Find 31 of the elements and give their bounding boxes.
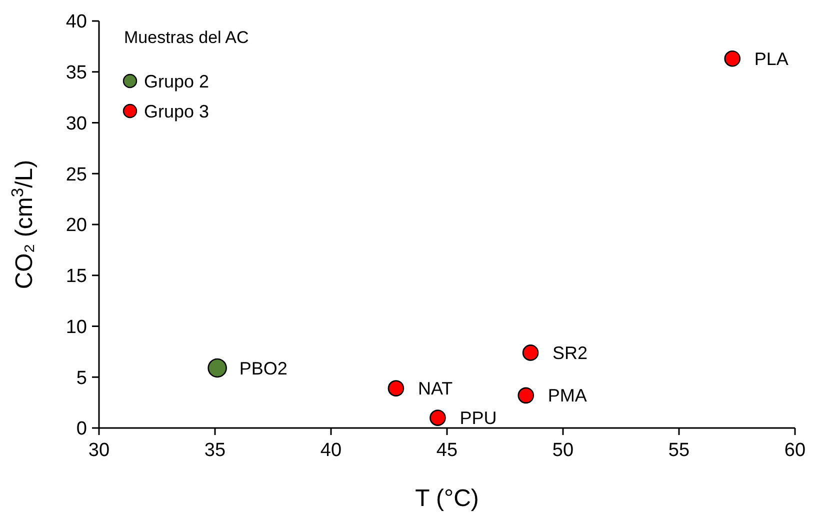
y-tick-label: 0 — [76, 418, 87, 440]
y-tick-label: 35 — [66, 62, 87, 84]
annotation: SR2 — [552, 343, 588, 364]
y-tick-label: 10 — [66, 316, 87, 338]
x-tick-label: 40 — [320, 440, 342, 461]
annotation: NAT — [418, 378, 453, 399]
point — [430, 410, 446, 426]
annotation: PLA — [754, 48, 788, 69]
y-tick-label: 5 — [76, 368, 87, 389]
legend-label: Grupo 3 — [144, 101, 210, 122]
annotation: PPU — [460, 408, 497, 428]
y-tick-label: 25 — [66, 164, 87, 186]
point — [388, 380, 404, 396]
x-tick-label: 50 — [552, 440, 574, 461]
annotation: PBO2 — [239, 358, 288, 378]
legend-title: Muestras del AC — [124, 28, 249, 47]
x-axis-title: T (°C) — [415, 485, 479, 512]
x-tick-label: 45 — [436, 440, 458, 461]
legend-label: Grupo 2 — [144, 71, 210, 92]
y-tick-label: 30 — [66, 113, 87, 134]
annotation: PMA — [548, 386, 587, 406]
x-tick-label: 60 — [784, 440, 806, 461]
point — [724, 50, 741, 67]
point — [522, 344, 539, 361]
y-tick-label: 40 — [66, 12, 87, 33]
x-tick-label: 55 — [668, 440, 690, 461]
y-tick-label: 20 — [66, 215, 87, 236]
y-tick-label: 15 — [66, 266, 87, 288]
x-tick-label: 35 — [204, 440, 226, 461]
point — [518, 387, 534, 404]
point — [208, 358, 227, 378]
